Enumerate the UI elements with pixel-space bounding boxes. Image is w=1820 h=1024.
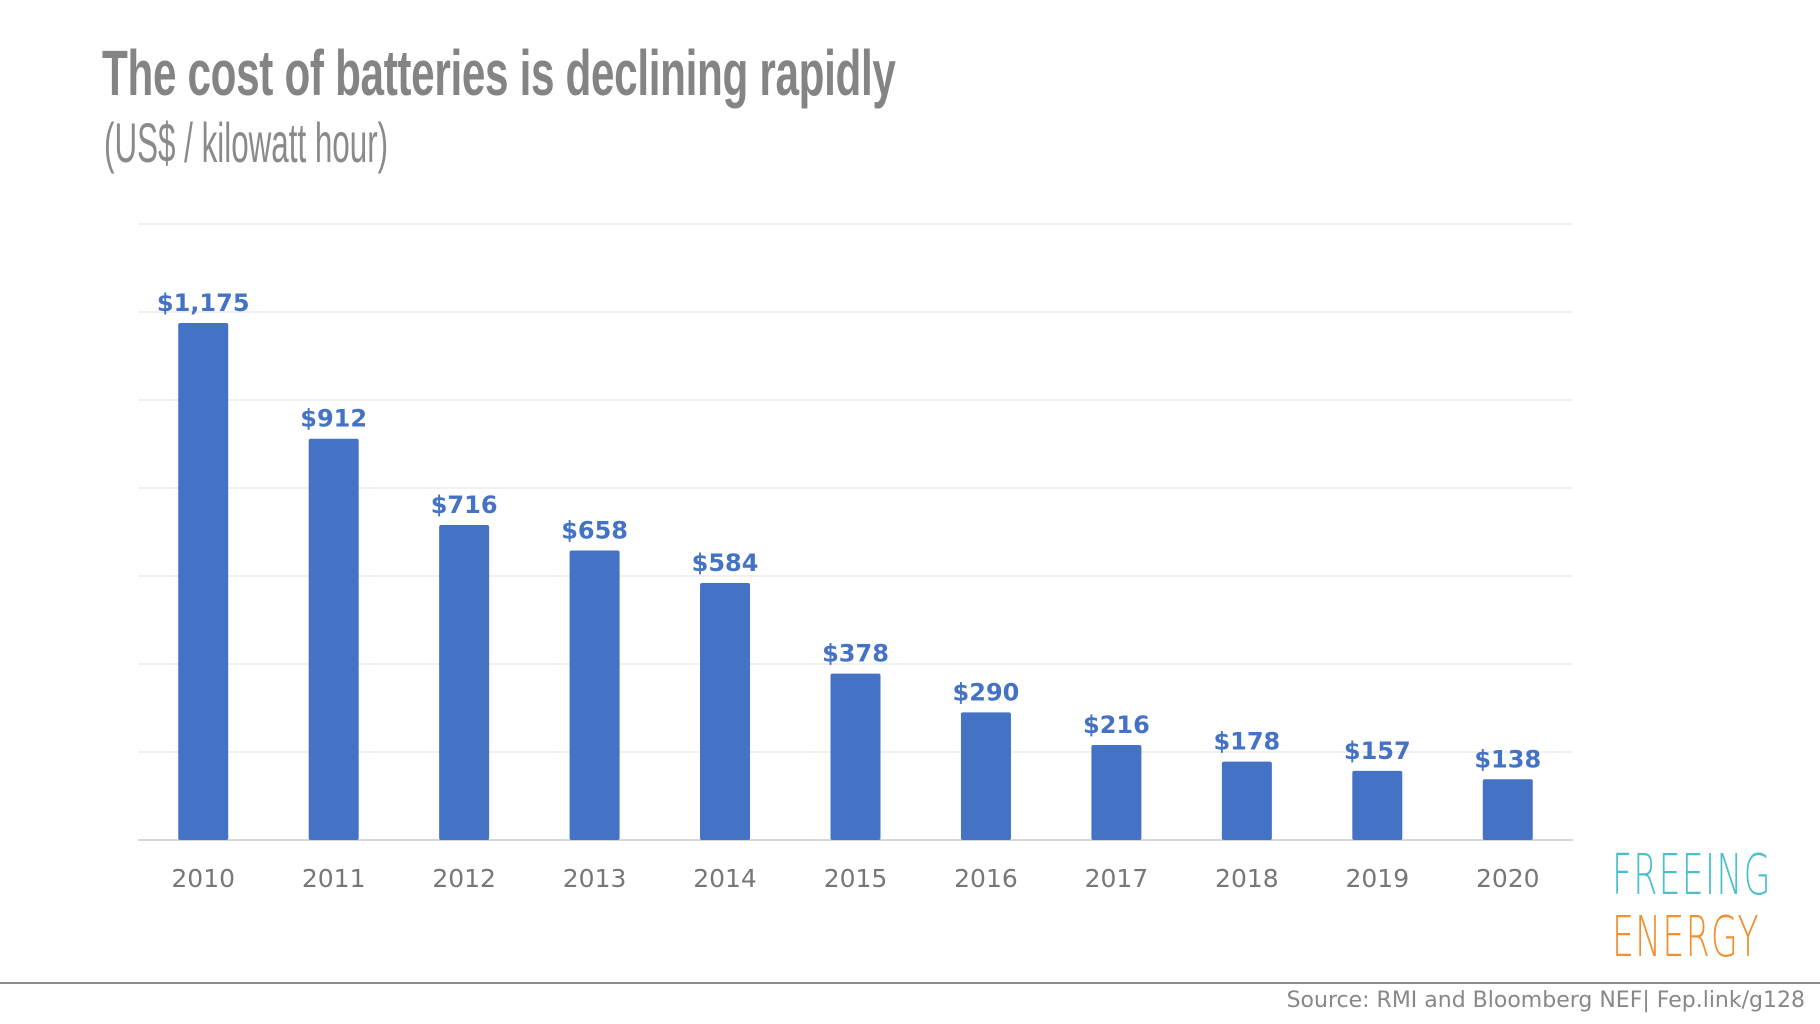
x-tick-label: 2017 <box>1085 864 1149 893</box>
logo-line-2: ENERGY <box>1612 905 1760 970</box>
data-label: $178 <box>1213 728 1280 756</box>
x-tick-label: 2014 <box>693 864 757 893</box>
data-label: $716 <box>431 491 498 519</box>
bar-2011 <box>308 438 359 840</box>
data-label: $658 <box>561 516 628 544</box>
data-label: $378 <box>822 640 889 668</box>
bars <box>178 323 1533 840</box>
logo-line-1: FREEING <box>1612 843 1772 908</box>
x-tick-label: 2016 <box>954 864 1018 893</box>
bar-2020 <box>1482 779 1533 840</box>
freeing-energy-logo: FREEING ENERGY <box>1612 846 1820 968</box>
x-axis-ticks: 2010 2011 2012 2013 2014 2015 2016 2017 2018 2019… <box>171 864 1539 893</box>
bar-2012 <box>439 524 490 840</box>
bar-2017 <box>1091 744 1142 840</box>
data-label: $1,175 <box>157 289 250 317</box>
data-label: $216 <box>1083 711 1150 739</box>
data-label: $157 <box>1344 737 1411 765</box>
x-tick-label: 2015 <box>824 864 888 893</box>
chart-title: The cost of batteries is declining rapid… <box>102 37 896 109</box>
x-tick-label: 2018 <box>1215 864 1279 893</box>
x-tick-label: 2013 <box>563 864 627 893</box>
footer-divider <box>0 982 1820 984</box>
bar-2016 <box>960 712 1011 840</box>
bar-2013 <box>569 550 620 840</box>
data-label: $138 <box>1474 745 1541 773</box>
x-tick-label: 2011 <box>302 864 366 893</box>
chart-subtitle: (US$ / kilowatt hour) <box>104 111 389 174</box>
bar-2014 <box>700 583 751 840</box>
bar-2010 <box>178 323 229 840</box>
data-label: $584 <box>692 549 759 577</box>
data-label: $912 <box>300 405 367 433</box>
bar-2019 <box>1352 770 1403 840</box>
x-tick-label: 2010 <box>171 864 235 893</box>
x-tick-label: 2020 <box>1476 864 1540 893</box>
data-labels: $1,175 $912 $716 $658 $584 $378 $290 $216 $178 $1… <box>157 289 1541 773</box>
source-note: Source: RMI and Bloomberg NEF| Fep.link/… <box>1286 988 1805 1013</box>
bar-2018 <box>1221 761 1272 840</box>
x-tick-label: 2012 <box>432 864 496 893</box>
x-tick-label: 2019 <box>1346 864 1410 893</box>
bar-2015 <box>830 673 881 840</box>
data-label: $290 <box>953 678 1020 706</box>
